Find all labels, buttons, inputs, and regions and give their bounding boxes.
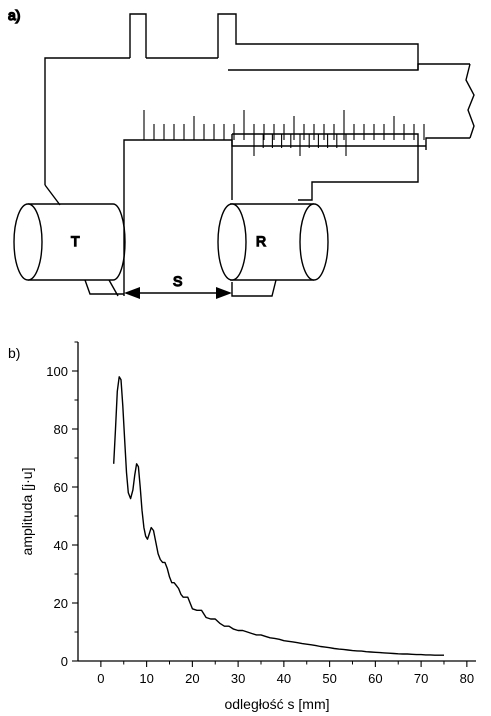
series-line xyxy=(113,376,444,656)
distance-arrow xyxy=(124,287,232,299)
y-tick-label: 60 xyxy=(54,480,68,495)
x-tick-label: 70 xyxy=(414,671,428,686)
panel-a-label: a) xyxy=(8,7,20,23)
transmitter-label: T xyxy=(71,233,80,249)
receiver-probe xyxy=(217,203,329,297)
x-tick-label: 30 xyxy=(231,671,245,686)
x-tick-label: 10 xyxy=(139,671,153,686)
x-axis-title: odległość s [mm] xyxy=(224,696,329,712)
x-tick-label: 60 xyxy=(368,671,382,686)
y-tick-label: 80 xyxy=(54,422,68,437)
x-tick-label: 0 xyxy=(97,671,104,686)
main-scale xyxy=(143,110,425,140)
caliper-sliding-upper-jaw xyxy=(217,13,419,70)
x-tick-label: 20 xyxy=(185,671,199,686)
y-tick-label: 100 xyxy=(46,364,68,379)
caliper-beam xyxy=(44,57,475,185)
receiver-label: R xyxy=(256,233,266,249)
y-tick-label: 20 xyxy=(54,596,68,611)
x-tick-label: 40 xyxy=(277,671,291,686)
x-tick-label: 50 xyxy=(322,671,336,686)
panel-b-label: b) xyxy=(8,345,20,361)
caliper-fixed-upper-jaw xyxy=(129,13,147,58)
transmitter-probe xyxy=(13,203,126,297)
caliper-slider xyxy=(231,133,419,201)
vernier-scale xyxy=(253,134,347,156)
y-tick-label: 40 xyxy=(54,538,68,553)
y-tick-label: 0 xyxy=(61,654,68,669)
distance-label: S xyxy=(173,273,182,289)
panel-a: a) T R xyxy=(7,6,475,299)
panel-b: b) 0 10 20 30 40 50 60 70 80 0 20 40 60 80 100 odległoś… xyxy=(8,341,476,712)
amplitude-chart: 0 10 20 30 40 50 60 70 80 0 20 40 60 80 100 odległość s… xyxy=(19,341,476,712)
y-axis-title: amplituda [j·u] xyxy=(19,468,35,556)
x-tick-label: 80 xyxy=(460,671,474,686)
